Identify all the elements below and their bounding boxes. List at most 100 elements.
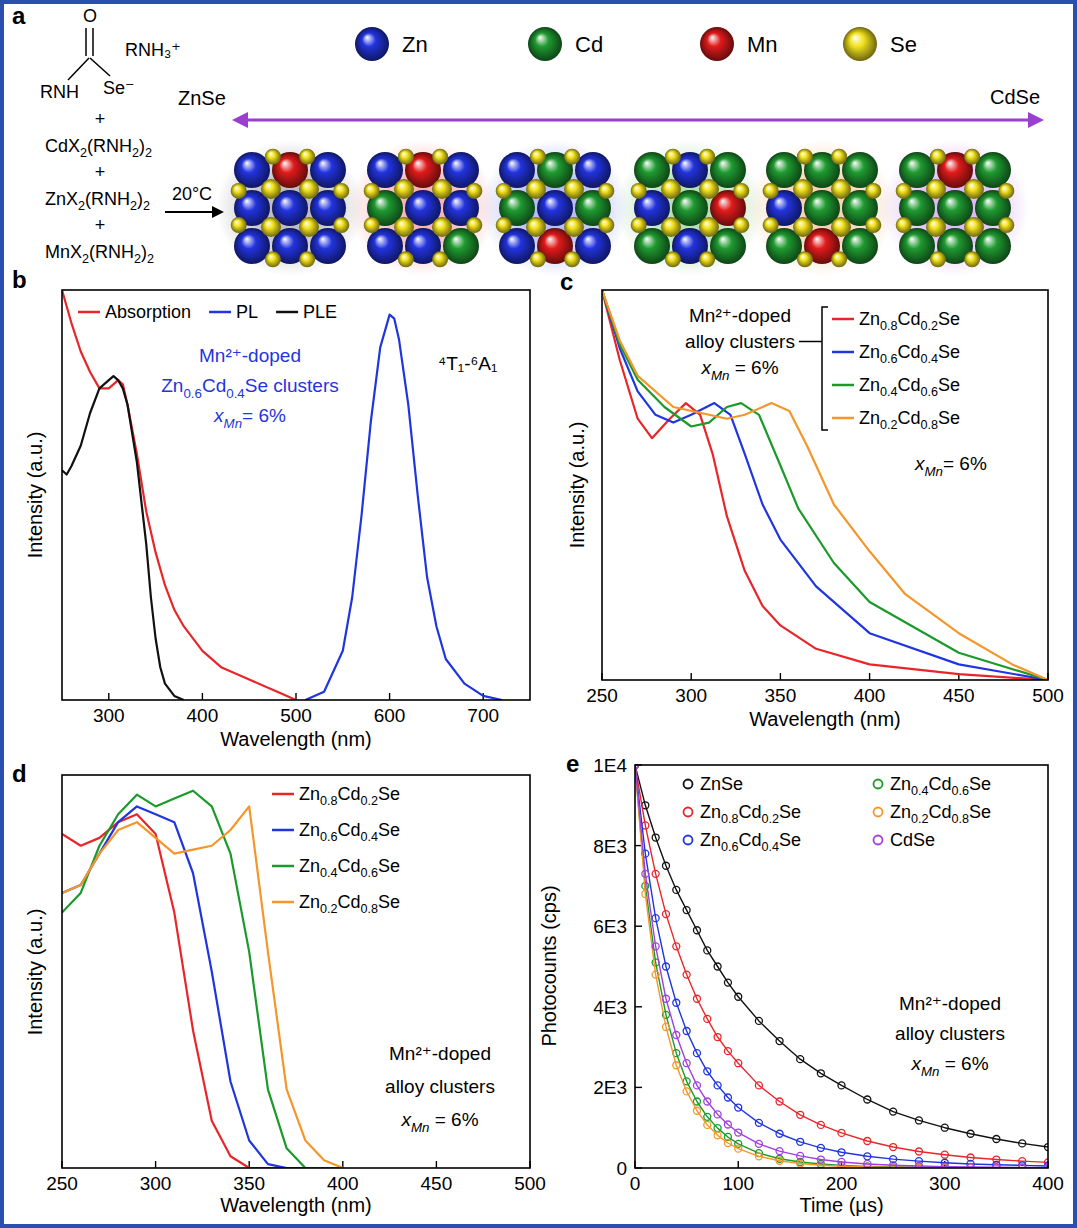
annotation: alloy clusters [385, 1076, 495, 1097]
cluster-glow [881, 140, 1029, 276]
panel-letter: b [12, 266, 27, 293]
reaction-arrow [165, 211, 214, 213]
data-point [714, 1125, 721, 1132]
se-atom [261, 179, 281, 199]
se-atom [964, 251, 980, 267]
transition-label: ⁴T₁-⁶A₁ [438, 353, 497, 374]
x-tick-label: 350 [765, 685, 797, 706]
legend-line [272, 865, 294, 868]
x-tick [389, 693, 390, 700]
series-line [635, 765, 1048, 1168]
legend-label: Zn0.8Cd0.2Se [700, 802, 801, 826]
text-part: 0.6 [361, 866, 379, 880]
text-part: 2 [130, 199, 137, 213]
text-part: Mn [921, 1064, 939, 1079]
data-point [838, 1149, 845, 1156]
text-part: Se [378, 892, 400, 912]
se-atom [964, 179, 984, 199]
legend-label: PLE [303, 302, 337, 322]
data-point [652, 834, 659, 841]
data-point [673, 943, 680, 950]
text-part: 0.8 [361, 902, 379, 916]
series-line [635, 765, 1048, 1168]
data-point [693, 927, 700, 934]
y-tick-label: 4E3 [593, 997, 627, 1018]
text-part: Zn [299, 820, 320, 840]
se-atom [496, 183, 512, 199]
text-part: Se [938, 309, 960, 329]
text-part: alloy clusters [895, 1023, 1005, 1044]
text-part: 2 [132, 146, 139, 160]
legend-line [272, 793, 294, 796]
legend-bracket [822, 307, 828, 430]
cluster-glow [748, 140, 896, 276]
legend-label: Zn0.4Cd0.6Se [299, 856, 400, 880]
legend-label: PL [236, 302, 258, 322]
se-atom [793, 179, 813, 199]
x-tick-label: 250 [586, 685, 618, 706]
data-point [817, 1070, 824, 1077]
se-atom [466, 183, 482, 199]
data-point [817, 1121, 824, 1128]
x-tick-label: 300 [929, 1173, 961, 1194]
text-part: Se [969, 802, 991, 822]
data-point [693, 1098, 700, 1105]
y-tick [635, 1006, 642, 1007]
se-atom [930, 251, 946, 267]
text-part: Zn [700, 830, 721, 850]
data-point [755, 1119, 762, 1126]
annotation: alloy clusters [895, 1023, 1005, 1044]
data-point [864, 1153, 871, 1160]
text-part: 0.2 [320, 902, 338, 916]
data-point [755, 1017, 762, 1024]
x-tick-label: 450 [943, 685, 975, 706]
x-axis-title: Wavelength (nm) [220, 728, 372, 750]
se-atom [299, 179, 319, 199]
data-point [735, 1145, 742, 1152]
data-point [735, 1104, 742, 1111]
legend-label: Zn0.8Cd0.2Se [299, 784, 400, 808]
cluster [481, 140, 629, 276]
y-tick [635, 1087, 642, 1088]
se-atom [261, 217, 281, 237]
se-atom [432, 149, 448, 165]
text-part: Se [779, 802, 801, 822]
text-part: Cd [929, 802, 952, 822]
se-atom [896, 217, 912, 233]
se-atom [998, 183, 1014, 199]
annotation: xMn= 6% [213, 405, 286, 431]
cluster [748, 140, 896, 276]
x-tick-label: 400 [327, 1173, 359, 1194]
data-point [714, 1132, 721, 1139]
legend-marker [874, 780, 883, 789]
text-part: Mn [411, 1120, 429, 1135]
se-atom [733, 183, 749, 199]
legend-label: Zn0.6Cd0.4Se [700, 830, 801, 854]
data-point [890, 1144, 897, 1151]
x-tick-label: 300 [140, 1173, 172, 1194]
text-part: 2 [147, 252, 154, 266]
data-point [683, 1060, 690, 1067]
series-line [62, 791, 343, 1168]
y-tick [635, 926, 642, 927]
se-atom [231, 183, 247, 199]
data-point [864, 1137, 871, 1144]
text-part: 0.2 [762, 812, 780, 826]
data-point [673, 886, 680, 893]
text-part: 0.2 [361, 794, 379, 808]
series-line [602, 290, 1048, 680]
data-point [724, 1121, 731, 1128]
text-part: 2 [134, 252, 141, 266]
data-point [642, 870, 649, 877]
plot-data [602, 290, 1048, 680]
legend-label: Zn0.2Cd0.8Se [859, 408, 960, 432]
se-atom [926, 217, 946, 237]
text-part: = 6% [429, 1109, 478, 1130]
text-part: PL [236, 302, 258, 322]
data-point [838, 1158, 845, 1165]
x-tick-label: 350 [233, 1173, 265, 1194]
legend-label: Zn0.2Cd0.8Se [299, 892, 400, 916]
panel-letter: a [12, 2, 26, 29]
data-point [662, 911, 669, 918]
se-atom [661, 179, 681, 199]
